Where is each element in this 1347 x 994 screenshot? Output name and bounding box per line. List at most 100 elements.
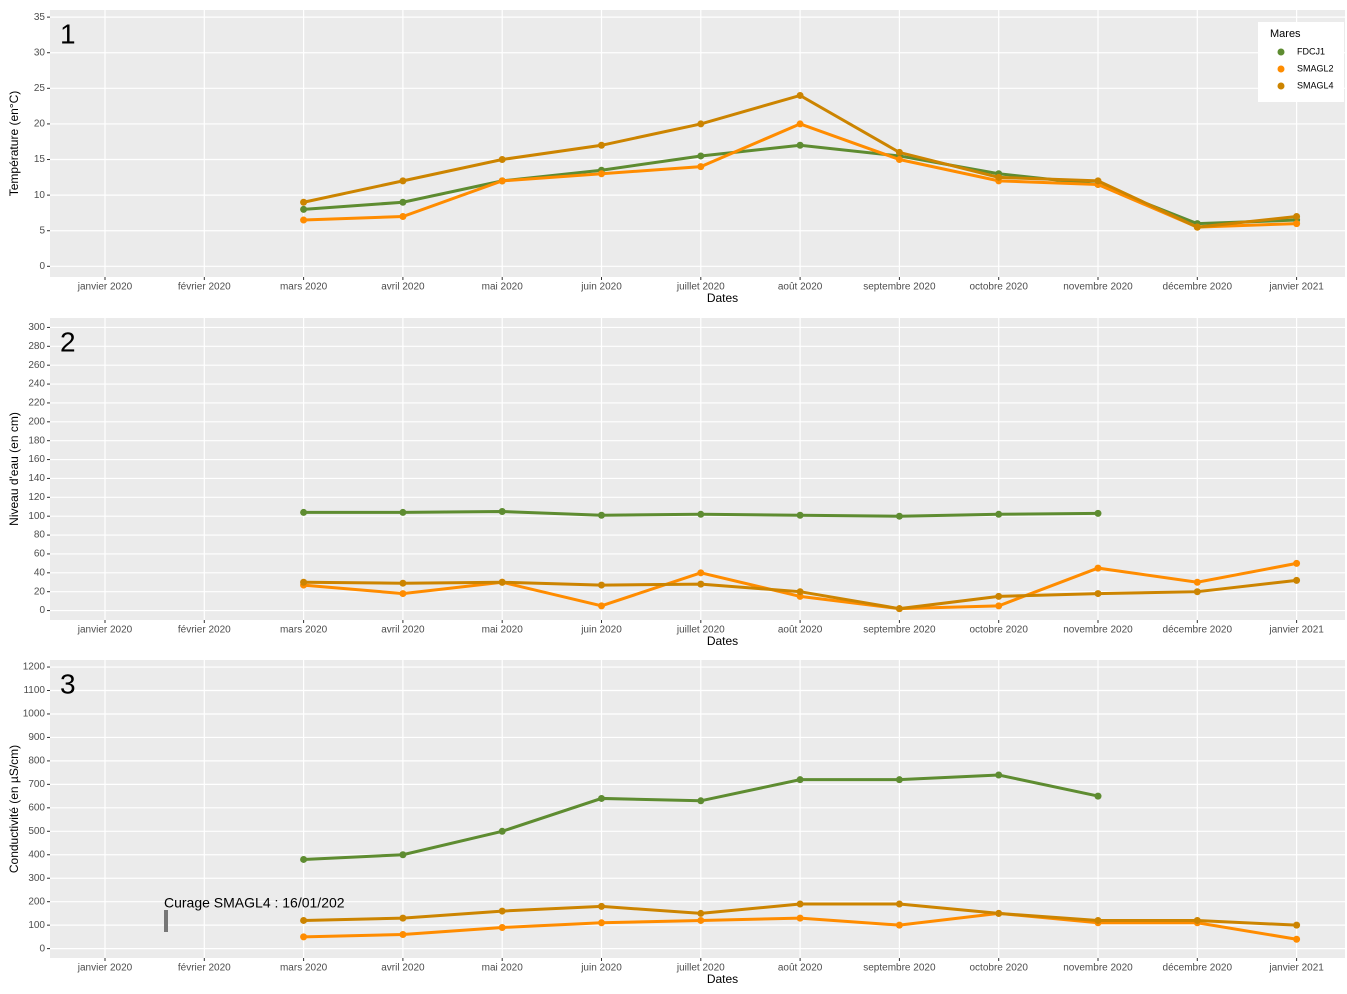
x-tick-label: juin 2020 xyxy=(580,963,622,974)
y-tick-label: 0 xyxy=(39,605,45,616)
point xyxy=(1193,223,1201,231)
y-tick-label: 5 xyxy=(39,225,45,236)
y-tick-label: 0 xyxy=(39,261,45,272)
x-tick-label: novembre 2020 xyxy=(1063,625,1133,636)
point xyxy=(796,120,804,128)
point xyxy=(796,914,804,922)
point xyxy=(598,170,605,178)
point xyxy=(697,569,705,577)
x-tick-label: avril 2020 xyxy=(381,282,425,293)
x-tick-label: mars 2020 xyxy=(280,963,328,974)
x-tick-label: août 2020 xyxy=(778,625,823,636)
y-tick-label: 35 xyxy=(34,12,46,23)
point xyxy=(895,156,903,164)
x-tick-label: septembre 2020 xyxy=(863,282,936,293)
y-tick-label: 10 xyxy=(34,190,46,201)
y-tick-label: 700 xyxy=(28,779,45,790)
legend-label: FDCJ1 xyxy=(1297,46,1325,56)
point xyxy=(895,900,903,908)
y-tick-label: 20 xyxy=(34,586,46,597)
point xyxy=(697,797,705,805)
point xyxy=(796,91,804,99)
x-tick-label: décembre 2020 xyxy=(1163,625,1233,636)
x-tick-label: janvier 2020 xyxy=(77,625,133,636)
point xyxy=(399,212,407,220)
legend-box xyxy=(1258,22,1344,102)
y-axis-label: Conductivité (en µS/cm) xyxy=(7,745,21,873)
point xyxy=(796,141,804,149)
legend-swatch xyxy=(1277,48,1285,56)
point xyxy=(300,933,308,941)
y-tick-label: 1200 xyxy=(23,662,46,673)
point xyxy=(300,578,308,586)
point xyxy=(1094,916,1102,924)
point xyxy=(697,916,705,924)
point xyxy=(995,510,1003,518)
x-tick-label: juin 2020 xyxy=(580,282,622,293)
point xyxy=(399,851,407,859)
y-tick-label: 140 xyxy=(28,473,45,484)
point xyxy=(697,510,705,518)
point xyxy=(1094,792,1102,800)
y-tick-label: 180 xyxy=(28,435,45,446)
panel-number: 1 xyxy=(60,18,76,49)
point xyxy=(399,914,407,922)
legend-label: SMAGL2 xyxy=(1297,63,1334,73)
y-tick-label: 20 xyxy=(34,119,46,130)
point xyxy=(598,581,605,589)
y-tick-label: 15 xyxy=(34,154,46,165)
point xyxy=(498,923,506,931)
y-tick-label: 100 xyxy=(28,511,45,522)
point xyxy=(598,511,605,519)
y-axis-label: Niveau d'eau (en cm) xyxy=(7,412,21,526)
point xyxy=(796,588,804,596)
point xyxy=(300,916,308,924)
point xyxy=(399,579,407,587)
x-tick-label: juillet 2020 xyxy=(676,282,725,293)
x-tick-label: avril 2020 xyxy=(381,963,425,974)
point xyxy=(796,511,804,519)
x-tick-label: décembre 2020 xyxy=(1163,963,1233,974)
plot-background xyxy=(50,318,1345,620)
y-tick-label: 40 xyxy=(34,567,46,578)
point xyxy=(1094,509,1102,517)
point xyxy=(1193,916,1201,924)
x-tick-label: janvier 2020 xyxy=(77,282,133,293)
y-tick-label: 200 xyxy=(28,896,45,907)
point xyxy=(300,855,308,863)
y-axis-label: Température (en°C) xyxy=(7,91,21,197)
y-tick-label: 80 xyxy=(34,530,46,541)
point xyxy=(895,776,903,784)
point xyxy=(300,205,308,213)
x-tick-label: janvier 2021 xyxy=(1268,963,1324,974)
x-tick-label: juillet 2020 xyxy=(676,625,725,636)
x-tick-label: janvier 2021 xyxy=(1268,625,1324,636)
x-tick-label: novembre 2020 xyxy=(1063,963,1133,974)
point xyxy=(1293,576,1301,584)
point xyxy=(598,794,605,802)
point xyxy=(697,580,705,588)
annotation-bar xyxy=(164,910,168,932)
x-tick-label: juin 2020 xyxy=(580,625,622,636)
x-tick-label: août 2020 xyxy=(778,963,823,974)
point xyxy=(498,827,506,835)
x-tick-label: octobre 2020 xyxy=(970,963,1029,974)
y-tick-label: 1100 xyxy=(23,685,45,696)
y-tick-label: 120 xyxy=(28,492,45,503)
point xyxy=(399,590,407,598)
point xyxy=(895,605,903,613)
point xyxy=(796,776,804,784)
x-axis-label: Dates xyxy=(707,972,738,986)
point xyxy=(300,216,308,224)
panel-number: 3 xyxy=(60,668,76,699)
point xyxy=(498,177,506,185)
y-tick-label: 240 xyxy=(28,379,45,390)
x-tick-label: juillet 2020 xyxy=(676,963,725,974)
point xyxy=(300,198,308,206)
x-tick-label: janvier 2021 xyxy=(1268,282,1324,293)
point xyxy=(697,152,705,160)
point xyxy=(1293,935,1301,943)
y-tick-label: 800 xyxy=(28,756,45,767)
y-tick-label: 600 xyxy=(28,802,45,813)
